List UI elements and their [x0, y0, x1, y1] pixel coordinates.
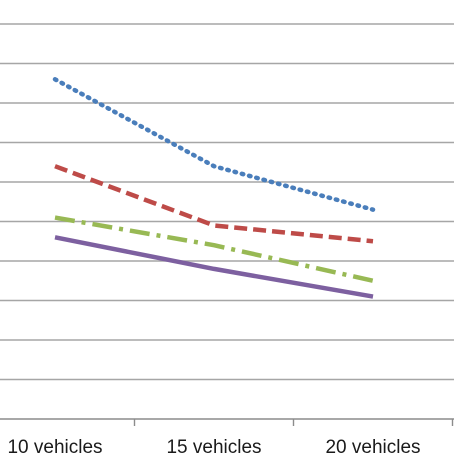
- series-line-2: [54, 164, 374, 244]
- x-tick-label: 15 vehicles: [166, 437, 261, 458]
- x-tick-labels: 10 vehicles 15 vehicles 20 vehicles: [7, 437, 420, 458]
- series-line-3: [54, 215, 374, 283]
- x-tick-label: 20 vehicles: [325, 437, 420, 458]
- series-line-4: [54, 235, 374, 299]
- series-lines: [52, 77, 376, 299]
- x-axis: [0, 418, 454, 426]
- series-line-1: [52, 77, 376, 212]
- x-tick-label: 10 vehicles: [7, 437, 102, 458]
- gridlines: [0, 23, 454, 381]
